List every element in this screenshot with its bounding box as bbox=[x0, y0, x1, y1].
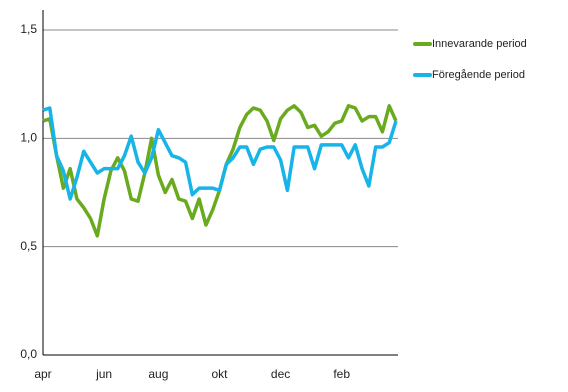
x-tick-label: jun bbox=[95, 367, 112, 381]
y-tick-label: 1,0 bbox=[20, 131, 37, 145]
y-tick-label: 1,5 bbox=[20, 22, 37, 36]
x-tick-label: aug bbox=[148, 367, 168, 381]
y-tick-label: 0,0 bbox=[20, 347, 37, 361]
x-tick-label: feb bbox=[333, 367, 350, 381]
x-tick-label: okt bbox=[211, 367, 228, 381]
legend-label: Innevarande period bbox=[432, 38, 527, 50]
legend-label: Föregående period bbox=[432, 69, 525, 81]
series-line bbox=[42, 106, 398, 201]
x-tick-label: dec bbox=[271, 367, 290, 381]
x-tick-label: apr bbox=[34, 367, 51, 381]
y-tick-label: 0,5 bbox=[20, 239, 37, 253]
